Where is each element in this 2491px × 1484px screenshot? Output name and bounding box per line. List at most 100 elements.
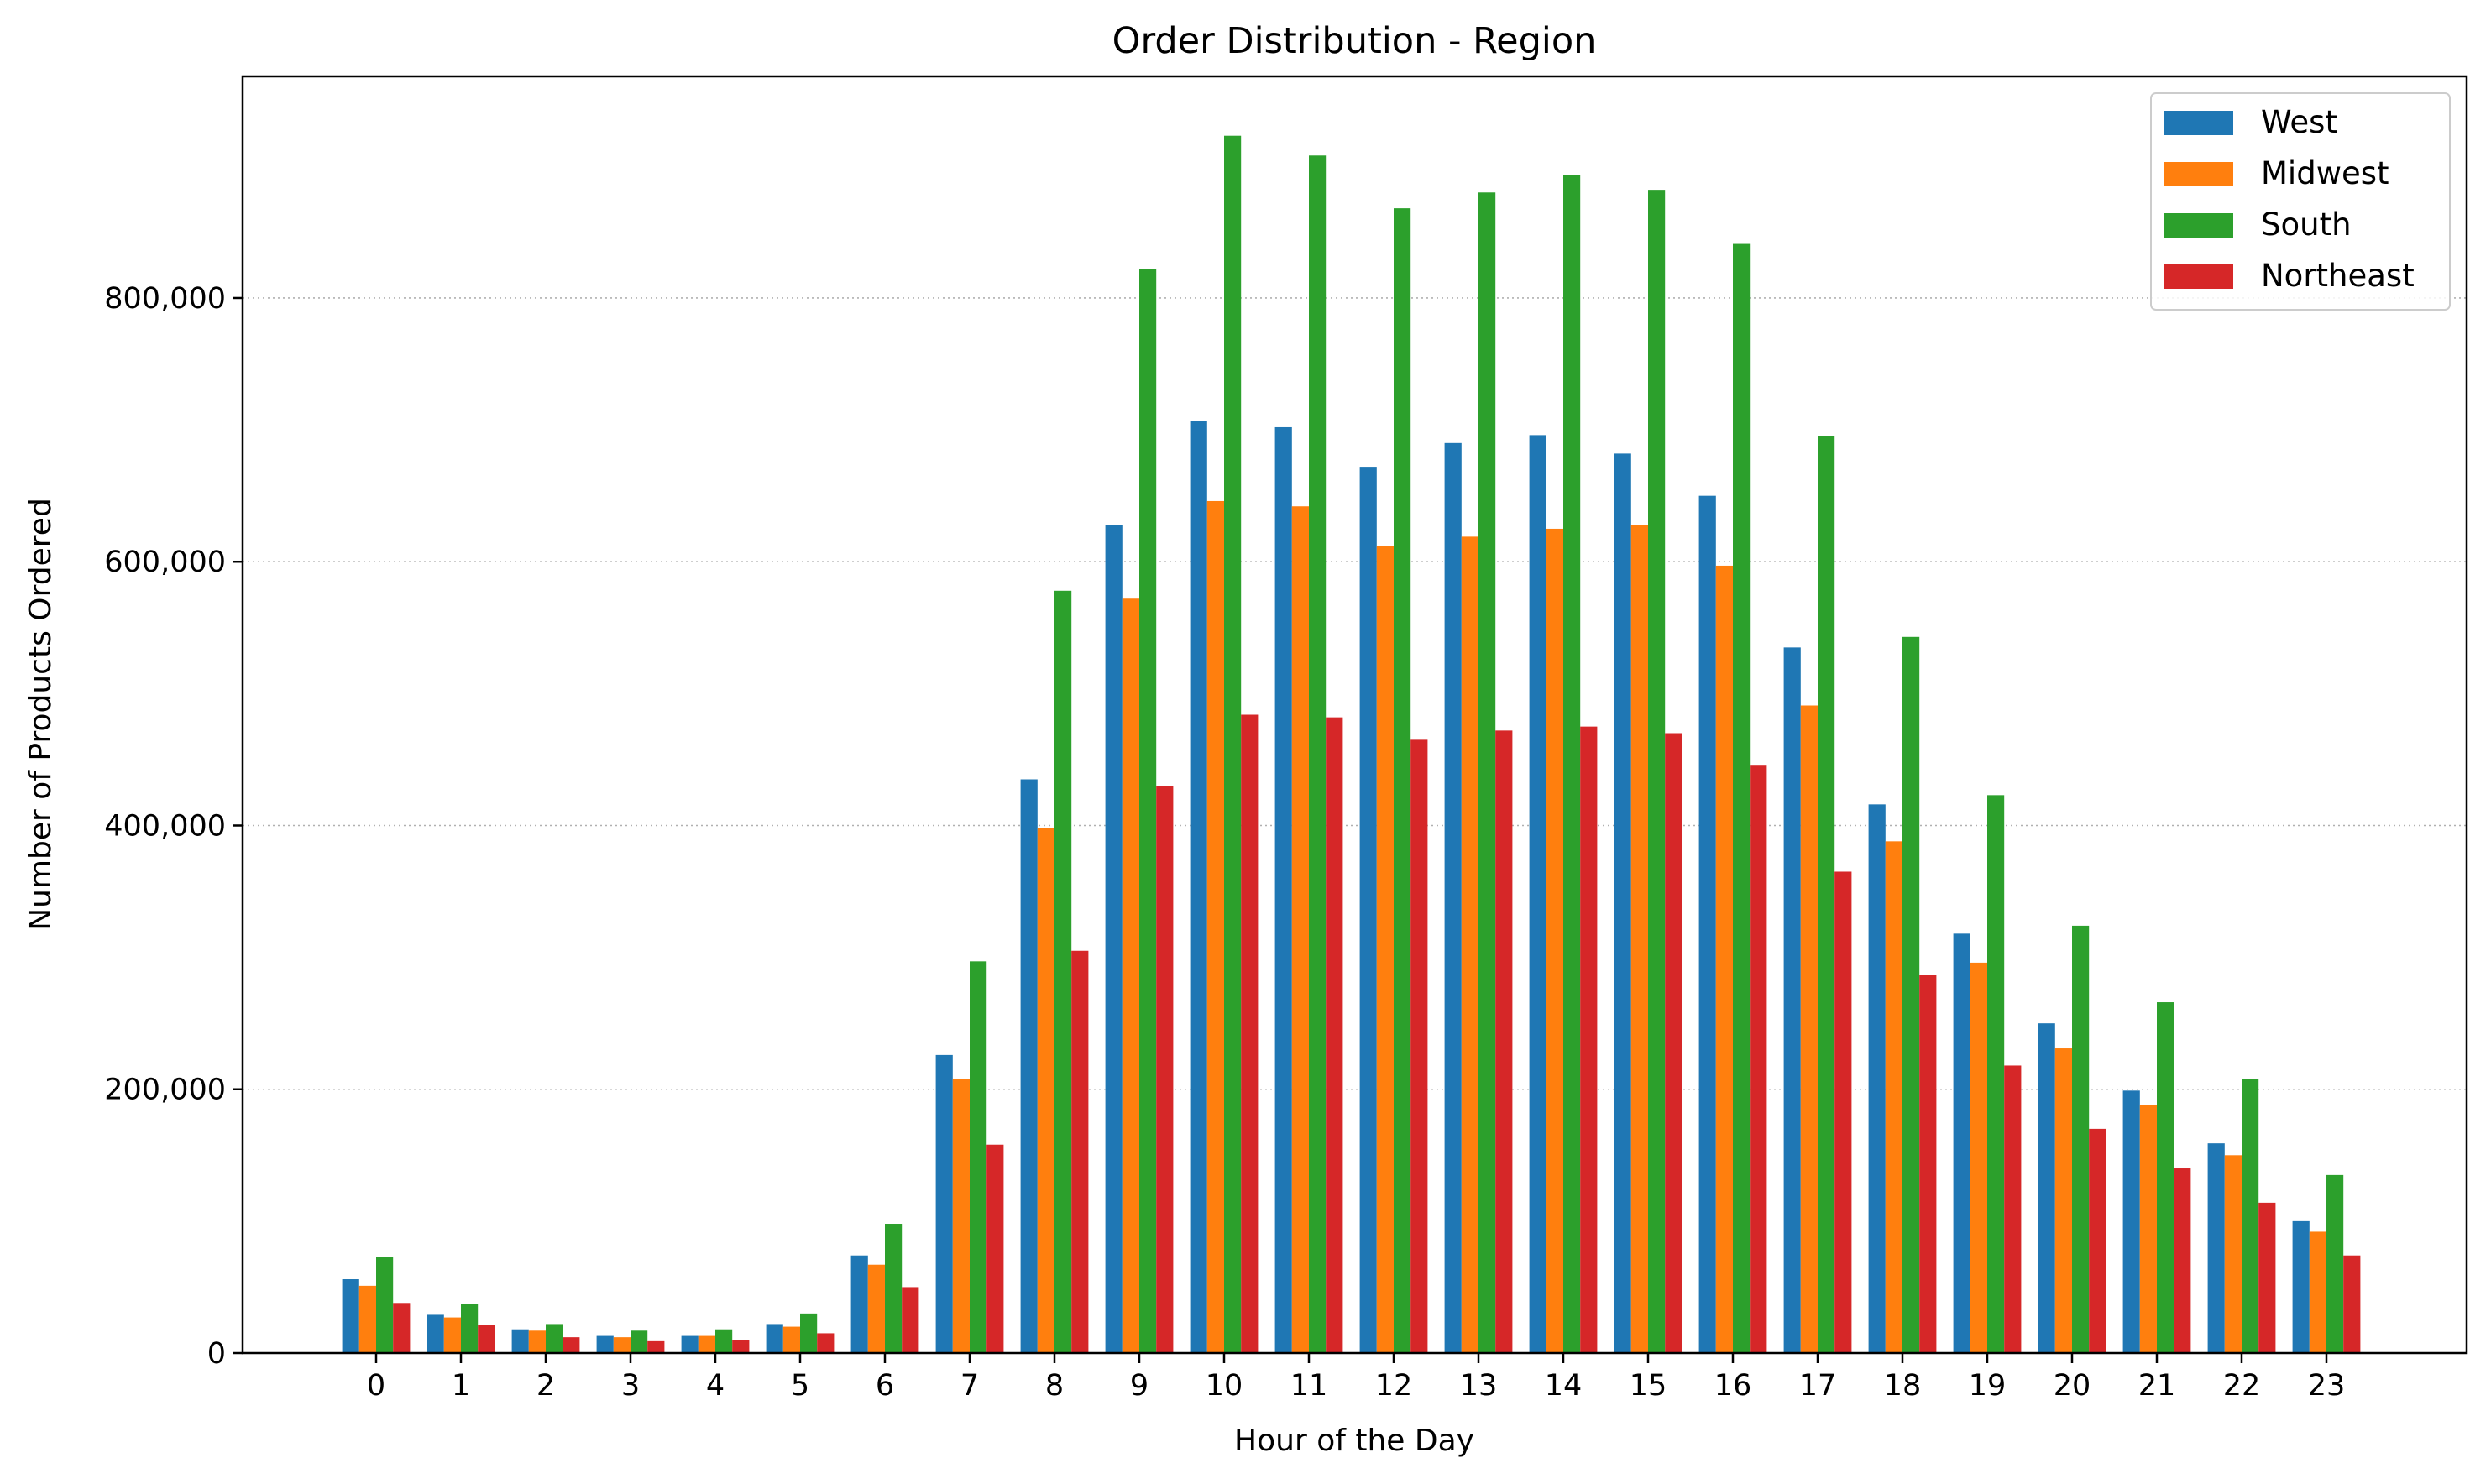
- bar-northeast-hour-0: [393, 1303, 411, 1353]
- bar-south-hour-16: [1733, 243, 1751, 1353]
- bar-midwest-hour-21: [2139, 1105, 2157, 1353]
- bar-west-hour-18: [1868, 804, 1886, 1353]
- bar-south-hour-15: [1648, 190, 1666, 1354]
- bar-northeast-hour-7: [986, 1144, 1004, 1353]
- bar-northeast-hour-22: [2258, 1202, 2276, 1353]
- bar-west-hour-9: [1105, 525, 1123, 1353]
- bar-south-hour-6: [885, 1224, 903, 1353]
- x-tick-label: 4: [706, 1369, 725, 1403]
- bar-northeast-hour-20: [2089, 1128, 2106, 1353]
- x-tick-label: 14: [1545, 1369, 1583, 1403]
- bar-midwest-hour-12: [1376, 546, 1394, 1353]
- bar-west-hour-3: [596, 1335, 614, 1353]
- bar-midwest-hour-18: [1885, 841, 1902, 1353]
- y-axis: 0 200,000 400,000 600,000 800,000: [104, 282, 243, 1371]
- bar-west-hour-1: [427, 1314, 444, 1353]
- bar-south-hour-13: [1478, 192, 1496, 1354]
- bar-west-hour-12: [1359, 467, 1377, 1354]
- bar-west-hour-0: [342, 1279, 359, 1353]
- bar-west-hour-6: [850, 1255, 868, 1353]
- bar-south-hour-17: [1818, 436, 1835, 1353]
- bar-west-hour-20: [2038, 1023, 2055, 1353]
- bar-midwest-hour-20: [2054, 1048, 2072, 1353]
- bar-northeast-hour-18: [1919, 975, 1937, 1353]
- legend-box: [2150, 92, 2451, 311]
- bar-northeast-hour-17: [1834, 871, 1852, 1353]
- bar-northeast-hour-3: [647, 1340, 665, 1353]
- bar-northeast-hour-9: [1156, 786, 1174, 1353]
- bar-west-hour-2: [511, 1329, 529, 1353]
- bar-west-hour-19: [1953, 933, 1970, 1353]
- y-axis-label: Number of Products Ordered: [24, 498, 58, 931]
- x-tick-label: 3: [621, 1369, 640, 1403]
- bar-south-hour-19: [1987, 795, 2005, 1353]
- bar-midwest-hour-7: [952, 1079, 970, 1353]
- bar-northeast-hour-16: [1750, 765, 1767, 1353]
- x-tick-label: 19: [1969, 1369, 2007, 1403]
- bar-south-hour-2: [546, 1324, 563, 1353]
- bar-west-hour-15: [1614, 453, 1631, 1353]
- x-axis: 0 1 2 3 4 5 6 7 8 9 10 11 12 13 14 15 16 17 18 19 20 21 22 23: [367, 1353, 2345, 1403]
- x-tick-label: 8: [1045, 1369, 1064, 1403]
- x-tick-label: 0: [367, 1369, 385, 1403]
- bar-northeast-hour-2: [563, 1337, 580, 1353]
- bar-south-hour-9: [1139, 269, 1157, 1354]
- legend-label-south: South: [2261, 206, 2352, 243]
- chart-title: Order Distribution - Region: [1112, 20, 1597, 62]
- bar-midwest-hour-4: [698, 1335, 715, 1353]
- bar-west-hour-16: [1698, 495, 1716, 1353]
- bar-northeast-hour-8: [1071, 950, 1089, 1353]
- bar-midwest-hour-10: [1206, 500, 1224, 1353]
- bar-south-hour-5: [800, 1313, 818, 1353]
- legend: West Midwest South Northeast: [2150, 92, 2451, 311]
- bar-south-hour-12: [1394, 208, 1411, 1354]
- bar-west-hour-4: [681, 1335, 699, 1353]
- bar-south-hour-3: [631, 1330, 648, 1353]
- x-tick-label: 1: [452, 1369, 470, 1403]
- x-tick-label: 10: [1206, 1369, 1243, 1403]
- legend-label-west: West: [2261, 104, 2337, 140]
- x-tick-label: 23: [2308, 1369, 2346, 1403]
- bar-midwest-hour-16: [1715, 565, 1733, 1353]
- x-tick-label: 16: [1714, 1369, 1752, 1403]
- x-tick-label: 11: [1290, 1369, 1328, 1403]
- bar-south-hour-1: [461, 1304, 479, 1353]
- bar-south-hour-10: [1224, 135, 1242, 1353]
- bar-midwest-hour-14: [1546, 528, 1563, 1353]
- x-tick-label: 17: [1799, 1369, 1837, 1403]
- bar-northeast-hour-12: [1410, 739, 1428, 1353]
- x-tick-label: 20: [2054, 1369, 2091, 1403]
- bar-midwest-hour-17: [1800, 705, 1818, 1353]
- bar-west-hour-14: [1529, 435, 1546, 1353]
- bar-northeast-hour-14: [1580, 726, 1598, 1353]
- bar-northeast-hour-21: [2174, 1168, 2191, 1353]
- x-tick-label: 7: [960, 1369, 979, 1403]
- bar-northeast-hour-6: [902, 1287, 919, 1353]
- bar-northeast-hour-23: [2343, 1255, 2361, 1353]
- bar-northeast-hour-1: [478, 1325, 495, 1353]
- x-tick-label: 18: [1884, 1369, 1922, 1403]
- bar-northeast-hour-4: [732, 1340, 750, 1353]
- bars-group: [342, 135, 2361, 1354]
- bar-midwest-hour-0: [358, 1285, 376, 1353]
- x-tick-label: 9: [1130, 1369, 1149, 1403]
- x-tick-label: 2: [536, 1369, 555, 1403]
- bar-west-hour-7: [935, 1054, 953, 1353]
- bar-midwest-hour-3: [613, 1337, 631, 1353]
- plot-frame: [241, 75, 2468, 1355]
- bar-south-hour-0: [376, 1257, 394, 1353]
- x-tick-label: 5: [791, 1369, 809, 1403]
- x-tick-label: 21: [2138, 1369, 2176, 1403]
- legend-label-northeast: Northeast: [2261, 258, 2415, 294]
- bar-midwest-hour-2: [528, 1330, 546, 1353]
- legend-label-midwest: Midwest: [2261, 155, 2389, 191]
- bar-midwest-hour-8: [1037, 828, 1054, 1353]
- bar-south-hour-7: [970, 961, 987, 1353]
- bar-northeast-hour-13: [1495, 730, 1513, 1353]
- bar-west-hour-21: [2122, 1090, 2140, 1353]
- bar-west-hour-11: [1274, 426, 1292, 1354]
- legend-swatch-west: [2164, 111, 2233, 135]
- bar-south-hour-8: [1054, 590, 1072, 1353]
- bar-midwest-hour-13: [1461, 536, 1478, 1353]
- bar-midwest-hour-6: [867, 1264, 885, 1353]
